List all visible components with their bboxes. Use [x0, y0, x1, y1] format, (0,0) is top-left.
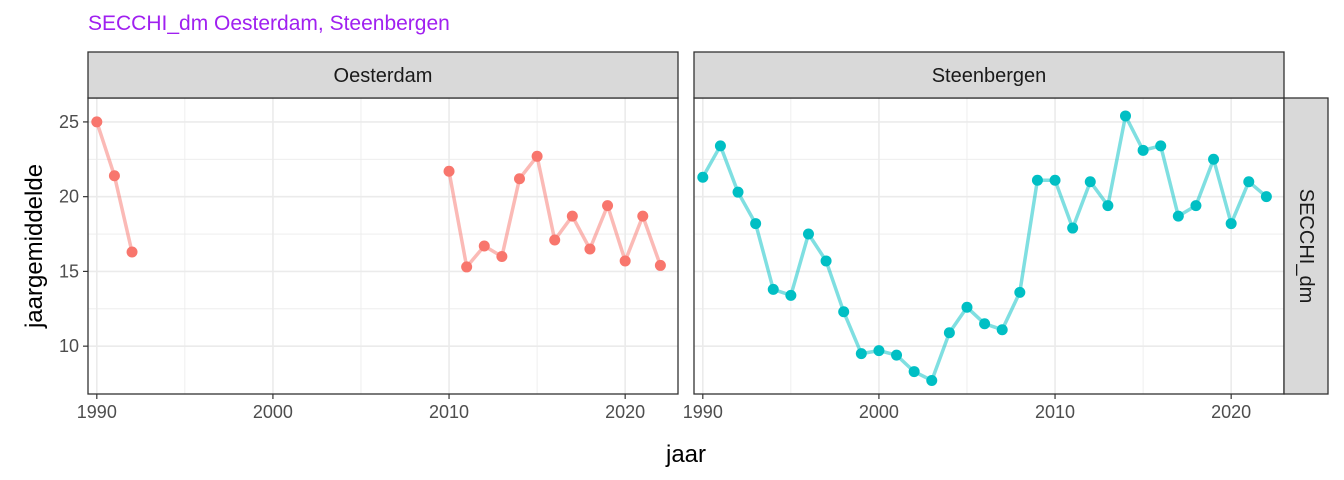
x-tick-label: 2020	[605, 402, 645, 422]
data-point-steenbergen	[1102, 200, 1114, 212]
x-tick-label: 1990	[77, 402, 117, 422]
data-point-oesterdam	[126, 246, 138, 258]
y-tick-label: 20	[59, 187, 79, 207]
data-point-oesterdam	[619, 255, 631, 267]
x-tick-label: 2000	[859, 402, 899, 422]
data-point-steenbergen	[1208, 153, 1220, 165]
x-tick-label: 2000	[253, 402, 293, 422]
data-point-oesterdam	[461, 261, 473, 273]
panel-strip	[693, 51, 1285, 99]
data-point-steenbergen	[697, 171, 709, 183]
panel-oesterdam: Oesterdam	[87, 51, 679, 395]
x-tick-label: 2010	[429, 402, 469, 422]
y-tick-label: 15	[59, 261, 79, 281]
data-point-steenbergen	[1049, 174, 1061, 186]
data-point-steenbergen	[908, 366, 920, 378]
data-point-oesterdam	[584, 243, 596, 255]
data-point-steenbergen	[732, 186, 744, 198]
x-tick-label: 2010	[1035, 402, 1075, 422]
data-point-oesterdam	[478, 240, 490, 252]
data-point-steenbergen	[1119, 110, 1131, 122]
x-axis: 1990 2000 2010 2020 1990 2000 2010 2020	[77, 394, 1251, 422]
data-point-oesterdam	[513, 173, 525, 185]
data-point-steenbergen	[802, 228, 814, 240]
panel-strip-label: Oesterdam	[334, 65, 433, 87]
x-tick-label: 2020	[1211, 402, 1251, 422]
row-strip-box	[1283, 97, 1329, 395]
row-strip-label: SECCHI_dm	[1295, 189, 1317, 303]
data-point-oesterdam	[637, 210, 649, 222]
data-point-steenbergen	[785, 289, 797, 301]
y-tick-label: 10	[59, 336, 79, 356]
data-point-oesterdam	[654, 259, 666, 271]
panel-steenbergen: Steenbergen	[693, 51, 1285, 395]
data-point-oesterdam	[443, 165, 455, 177]
data-point-oesterdam	[531, 150, 543, 162]
panel-background	[88, 98, 678, 394]
panel-strip	[87, 51, 679, 99]
data-point-steenbergen	[767, 283, 779, 295]
data-point-steenbergen	[873, 345, 885, 357]
panels: Oesterdam Steenbergen	[87, 51, 1285, 395]
data-point-steenbergen	[750, 218, 762, 230]
data-point-steenbergen	[1260, 191, 1272, 203]
data-point-steenbergen	[1172, 210, 1184, 222]
data-point-oesterdam	[549, 234, 561, 246]
panel-background	[694, 98, 1284, 394]
data-point-steenbergen	[1243, 176, 1255, 188]
data-point-steenbergen	[1084, 176, 1096, 188]
data-point-steenbergen	[820, 255, 832, 267]
data-point-steenbergen	[891, 349, 903, 361]
data-point-steenbergen	[714, 140, 726, 152]
data-point-oesterdam	[108, 170, 120, 182]
y-axis-label: jaargemiddelde	[21, 164, 48, 329]
data-point-oesterdam	[496, 250, 508, 262]
panel-strip-label: Steenbergen	[932, 65, 1047, 87]
x-axis-label: jaar	[665, 441, 706, 468]
data-point-oesterdam	[602, 200, 614, 212]
chart-title: SECCHI_dm Oesterdam, Steenbergen	[88, 12, 450, 35]
data-point-oesterdam	[91, 116, 103, 128]
data-point-steenbergen	[1067, 222, 1079, 234]
data-point-steenbergen	[1190, 200, 1202, 212]
data-point-steenbergen	[1014, 286, 1026, 298]
y-tick-label: 25	[59, 112, 79, 132]
data-point-steenbergen	[855, 348, 867, 360]
data-point-steenbergen	[1137, 144, 1149, 156]
data-point-steenbergen	[943, 327, 955, 339]
data-point-steenbergen	[1155, 140, 1167, 152]
row-strip: SECCHI_dm	[1283, 97, 1329, 395]
data-point-steenbergen	[1225, 218, 1237, 230]
data-point-steenbergen	[979, 318, 991, 330]
data-point-steenbergen	[1031, 174, 1043, 186]
data-point-steenbergen	[961, 301, 973, 313]
y-axis: 10 15 20 25	[59, 112, 88, 356]
data-point-steenbergen	[838, 306, 850, 318]
data-point-steenbergen	[996, 324, 1008, 336]
x-tick-label: 1990	[683, 402, 723, 422]
data-point-steenbergen	[926, 375, 938, 387]
data-point-oesterdam	[566, 210, 578, 222]
